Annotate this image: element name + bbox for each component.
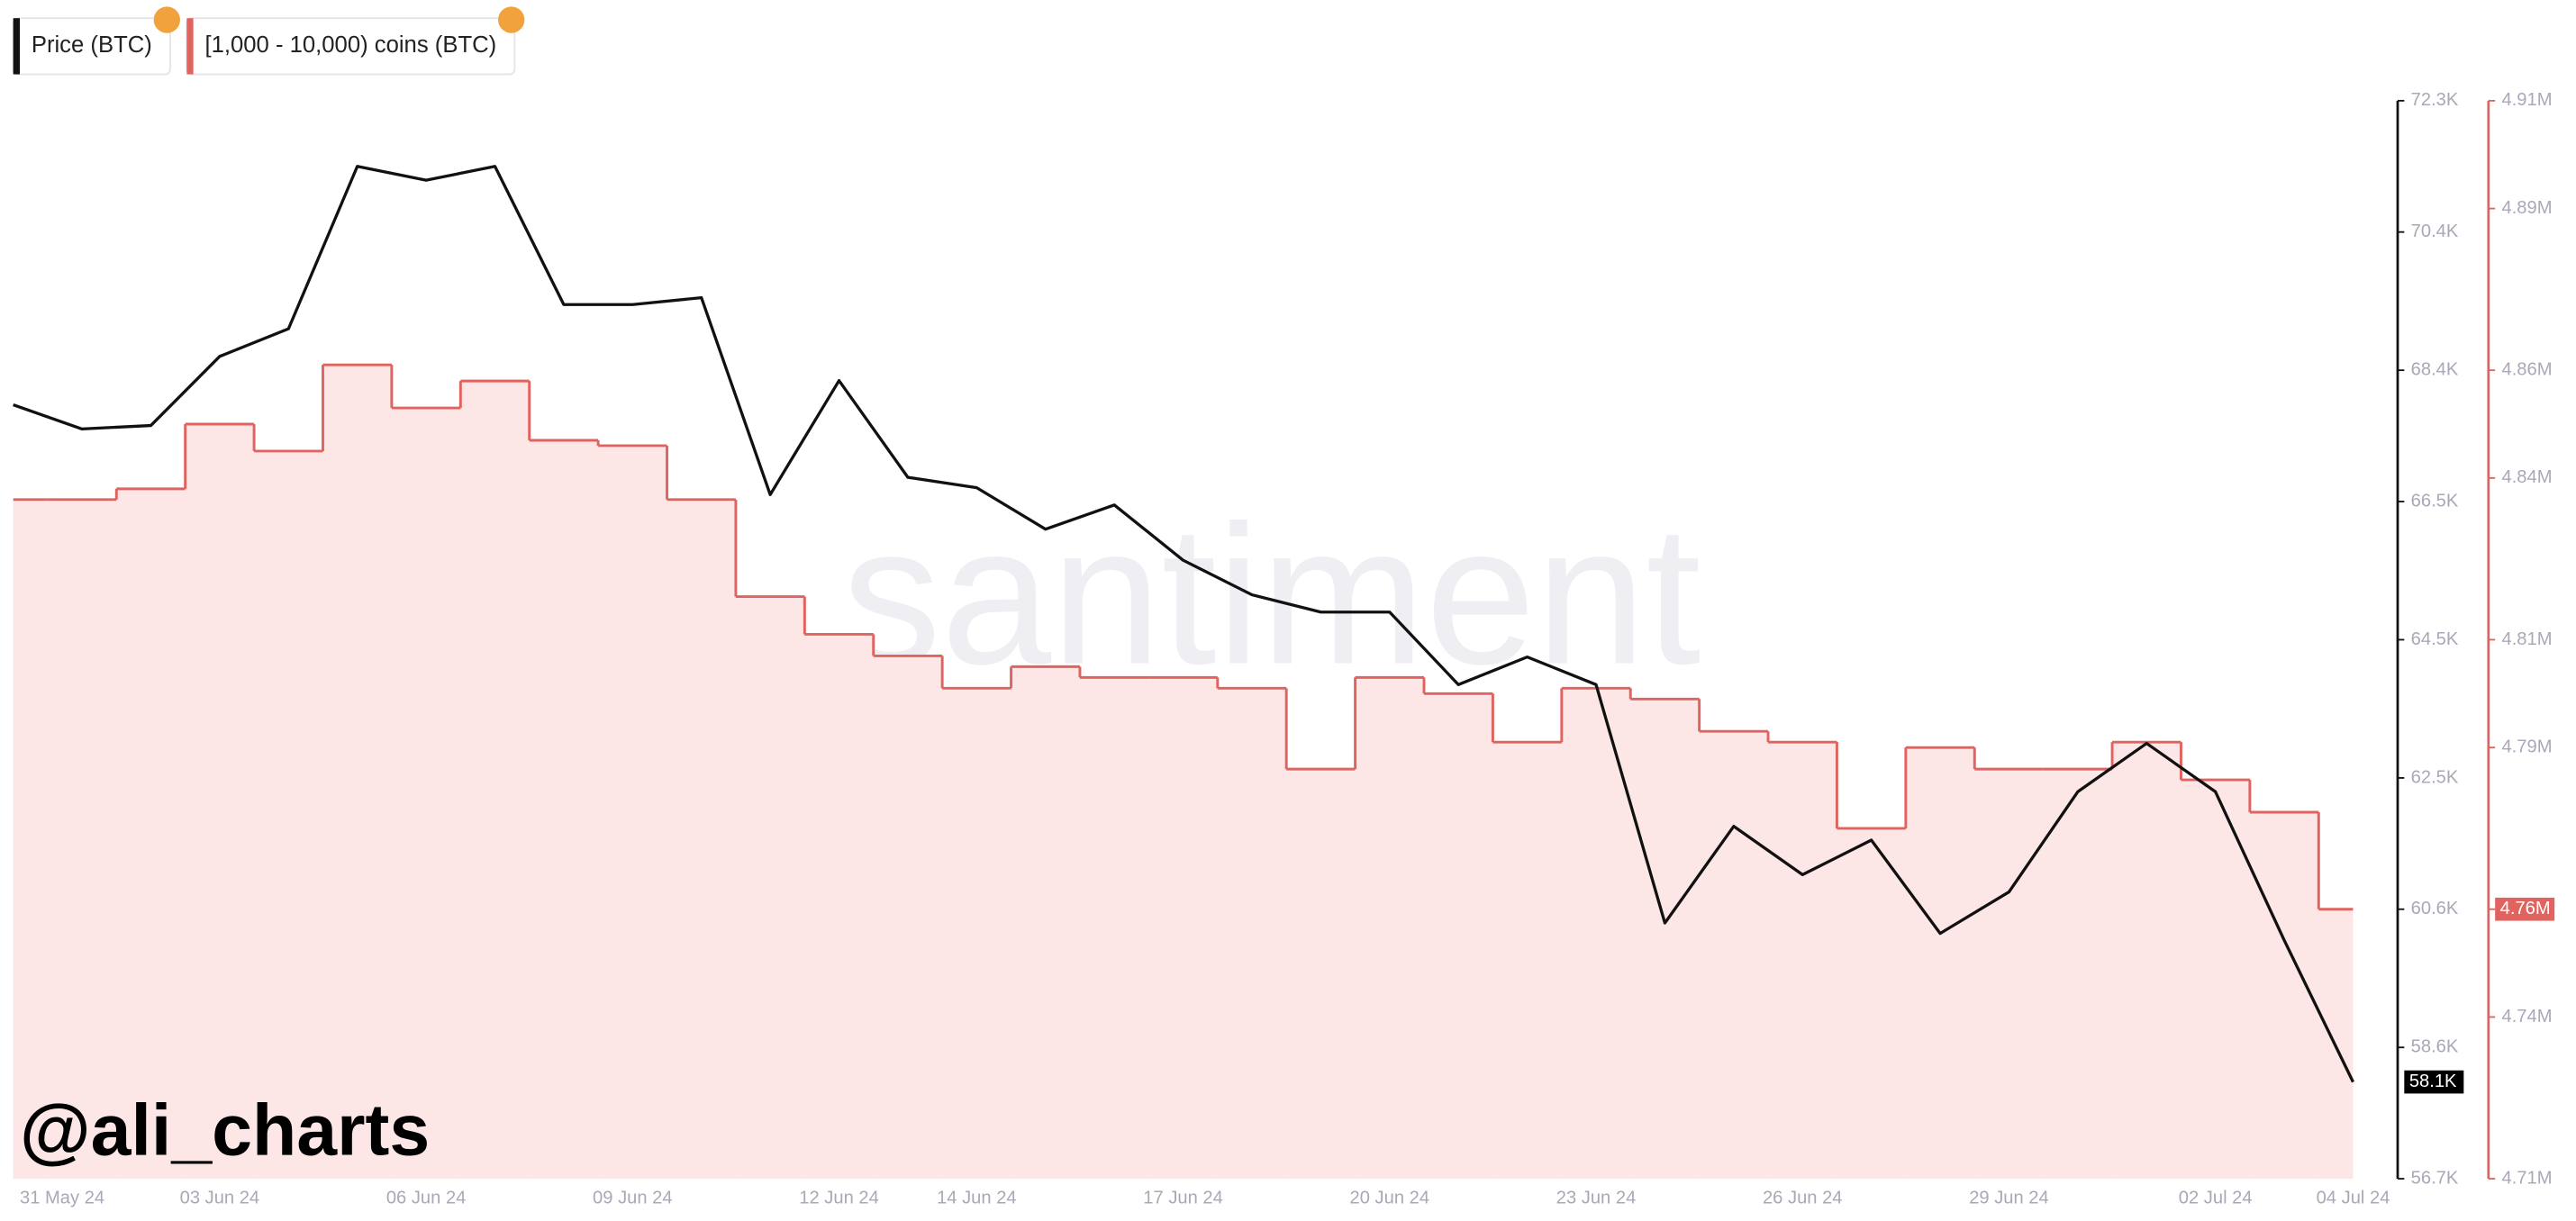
x-tick-label: 06 Jun 24	[386, 1188, 467, 1207]
legend-label: Price (BTC)	[32, 32, 152, 58]
legend-label: [1,000 - 10,000) coins (BTC)	[204, 32, 496, 58]
coins-area-step	[2249, 811, 2319, 1180]
price-line	[13, 165, 2354, 1083]
y2-tick-label: 4.81M	[2502, 629, 2553, 649]
y2-tick-label: 4.74M	[2502, 1007, 2553, 1027]
y-tick-label: 68.4K	[2411, 359, 2459, 379]
coins-area-step	[873, 656, 943, 1180]
coins-area-step	[1079, 677, 1149, 1180]
x-tick-label: 02 Jul 24	[2179, 1188, 2253, 1207]
coins-area-step	[1148, 677, 1218, 1180]
x-tick-label: 26 Jun 24	[1763, 1188, 1843, 1207]
coins-area-step	[1492, 742, 1562, 1180]
coins-area-step	[942, 688, 1011, 1180]
coins-area-step	[1561, 688, 1631, 1180]
coins-area-step	[1355, 677, 1425, 1180]
legend-icon	[498, 6, 525, 33]
price-badge-label: 58.1K	[2409, 1072, 2457, 1091]
y2-tick-label: 4.89M	[2502, 198, 2553, 218]
y2-tick-label: 4.86M	[2502, 359, 2553, 379]
y-tick-label: 70.4K	[2411, 222, 2459, 241]
legend-item: [1,000 - 10,000) coins (BTC)	[186, 6, 525, 76]
y-tick-label: 72.3K	[2411, 90, 2459, 110]
x-tick-label: 09 Jun 24	[593, 1188, 673, 1207]
coins-area-step	[1424, 693, 1493, 1180]
x-tick-label: 12 Jun 24	[799, 1188, 879, 1207]
x-tick-label: 31 May 24	[20, 1188, 104, 1207]
coins-area-step	[1217, 688, 1287, 1180]
y2-tick-label: 4.71M	[2502, 1168, 2553, 1188]
x-tick-label: 03 Jun 24	[180, 1188, 260, 1207]
coins-area-step	[13, 499, 48, 1180]
coins-area-step	[1286, 769, 1356, 1180]
coins-area-step	[1699, 731, 1769, 1180]
coins-area-step	[116, 488, 186, 1180]
coins-area-step	[185, 424, 255, 1180]
coins-area-step	[2043, 769, 2113, 1180]
x-tick-label: 20 Jun 24	[1350, 1188, 1430, 1207]
coins-badge-label: 4.76M	[2500, 899, 2551, 918]
coins-badge	[2495, 897, 2555, 921]
price-badge	[2404, 1070, 2464, 1094]
y-tick-label: 60.6K	[2411, 899, 2459, 918]
legend-swatch	[186, 18, 194, 75]
coins-area-step	[735, 596, 805, 1180]
coins-area-step	[254, 450, 323, 1180]
coins-area-step	[460, 381, 530, 1180]
y-tick-label: 64.5K	[2411, 629, 2459, 649]
legend-swatch	[13, 18, 20, 75]
coins-area-step	[47, 499, 117, 1180]
coins-area-step	[529, 439, 599, 1180]
coins-area-step	[2112, 742, 2181, 1180]
y-tick-label: 66.5K	[2411, 491, 2459, 511]
x-tick-label: 23 Jun 24	[1556, 1188, 1637, 1207]
coins-area-step	[322, 365, 392, 1180]
y-tick-label: 56.7K	[2411, 1168, 2459, 1188]
coins-area-step	[1768, 742, 1837, 1180]
y-tick-label: 62.5K	[2411, 767, 2459, 787]
y2-tick-label: 4.79M	[2502, 737, 2553, 756]
x-tick-label: 04 Jul 24	[2317, 1188, 2390, 1207]
coins-area-step	[1011, 666, 1080, 1180]
legend-item: Price (BTC)	[12, 6, 180, 76]
coins-area-step	[804, 634, 874, 1180]
legend-icon	[153, 6, 180, 33]
coins-area-step	[391, 408, 461, 1180]
annotation: @ali_charts	[20, 1090, 430, 1171]
coins-area	[13, 365, 2354, 1180]
coins-area-step	[598, 445, 667, 1180]
coins-area-step	[1905, 747, 1975, 1180]
coins-area-step	[1630, 699, 1700, 1180]
x-tick-label: 29 Jun 24	[1969, 1188, 2049, 1207]
watermark: santiment	[842, 484, 1701, 705]
coins-area-step	[2181, 780, 2250, 1180]
x-tick-label: 14 Jun 24	[937, 1188, 1017, 1207]
x-tick-label: 17 Jun 24	[1143, 1188, 1223, 1207]
coins-area-step	[1974, 769, 2044, 1180]
coins-area-step	[667, 499, 736, 1180]
y2-tick-label: 4.84M	[2502, 467, 2553, 487]
y2-tick-label: 4.91M	[2502, 90, 2553, 110]
y-tick-label: 58.6K	[2411, 1037, 2459, 1057]
coins-area-step	[1837, 828, 1906, 1180]
